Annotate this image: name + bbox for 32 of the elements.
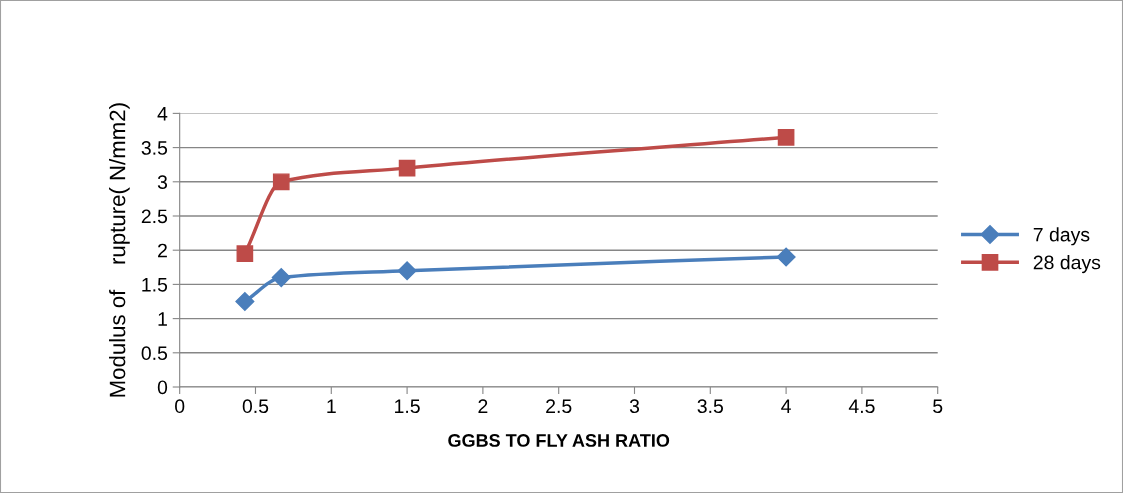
point bbox=[272, 173, 290, 191]
x-tick-label: 4.5 bbox=[848, 399, 875, 414]
x-tick-label: 0 bbox=[175, 399, 185, 414]
y-tick-label: 1.5 bbox=[142, 278, 168, 292]
y-tick-label: 0.5 bbox=[141, 346, 168, 361]
x-tick-label: 3 bbox=[629, 399, 640, 414]
x-axis-title: GGBS TO FLY ASH RATIO bbox=[448, 434, 670, 447]
point bbox=[397, 261, 417, 281]
legend-label: 28 days bbox=[1033, 255, 1101, 274]
y-tick-label: 1 bbox=[158, 312, 167, 326]
point bbox=[777, 128, 795, 146]
y-tick-label: 2.5 bbox=[141, 209, 168, 224]
point bbox=[776, 247, 796, 267]
y-tick-label: 0 bbox=[157, 380, 168, 395]
y-tick-label: 3 bbox=[157, 175, 168, 190]
point bbox=[236, 245, 254, 262]
x-tick-label: 5 bbox=[933, 399, 943, 414]
y-tick-label: 3.5 bbox=[141, 141, 168, 155]
point bbox=[271, 268, 291, 288]
x-tick-label: 4 bbox=[781, 399, 791, 413]
y-tick-label: 4 bbox=[157, 107, 168, 121]
legend-label: 7 days bbox=[1033, 227, 1090, 246]
point bbox=[398, 159, 416, 177]
x-tick-label: 1.5 bbox=[395, 399, 420, 414]
x-tick-label: 3.5 bbox=[697, 399, 723, 414]
x-tick-label: 1 bbox=[327, 399, 336, 413]
y-axis-title: Modulus of rupture( N/mm2) bbox=[109, 103, 130, 397]
x-tick-label: 2 bbox=[478, 399, 488, 413]
x-tick-label: 0.5 bbox=[242, 399, 269, 414]
x-tick-label: 2.5 bbox=[546, 399, 572, 414]
point bbox=[235, 291, 255, 312]
y-tick-label: 2 bbox=[158, 243, 167, 258]
